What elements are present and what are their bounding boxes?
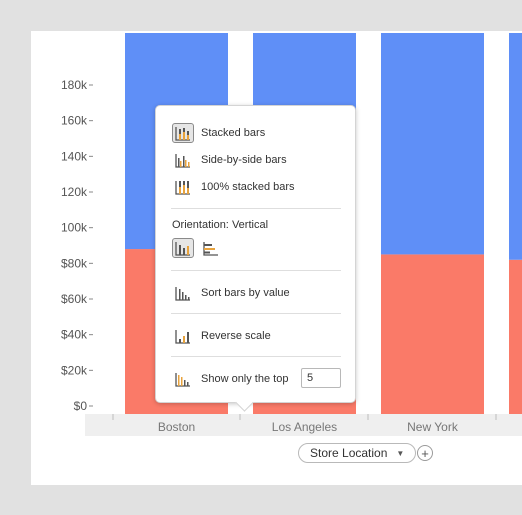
- chevron-down-icon: ▼: [396, 448, 405, 458]
- sort-bars-icon: [172, 283, 194, 303]
- x-tick-label[interactable]: New York: [407, 420, 459, 434]
- y-tick-label: 160k: [61, 114, 88, 128]
- side-by-side-bars-option[interactable]: Side-by-side bars: [172, 149, 287, 171]
- divider: [171, 356, 341, 357]
- stacked-bars-option[interactable]: Stacked bars: [172, 122, 265, 144]
- horizontal-bars-icon: [203, 241, 218, 256]
- divider: [171, 313, 341, 314]
- vertical-bars-icon: [175, 241, 190, 256]
- y-axis: $0 $20k $40k $60k $80k 100k 120k 140k 160k 180k: [61, 78, 93, 413]
- visualization-panel: $0 $20k $40k $60k $80k 100k 120k 140k 160k 180k B…: [31, 31, 522, 485]
- option-label: 100% stacked bars: [201, 181, 295, 193]
- bar-segment[interactable]: [381, 254, 484, 414]
- option-label: Show only the top: [201, 373, 289, 385]
- option-label: Side-by-side bars: [201, 154, 287, 166]
- percent-stacked-bars-option[interactable]: 100% stacked bars: [172, 176, 295, 198]
- x-axis-band[interactable]: [85, 414, 522, 436]
- option-label: Stacked bars: [201, 127, 266, 139]
- plus-icon: +: [421, 445, 429, 461]
- bar-segment[interactable]: [509, 33, 522, 260]
- axis-selector-label: Store Location: [310, 446, 388, 460]
- reverse-scale-option[interactable]: Reverse scale: [172, 325, 271, 347]
- x-tick-label[interactable]: Boston: [158, 420, 195, 434]
- y-tick-label: $60k: [61, 292, 88, 306]
- add-axis-button[interactable]: +: [417, 445, 433, 461]
- bar-chart-options-popover: Stacked bars Side-by-side bars: [155, 105, 356, 412]
- y-tick-label: $80k: [61, 256, 88, 270]
- reverse-scale-icon: [172, 326, 194, 346]
- x-axis: Boston Los Angeles New York: [112, 414, 497, 434]
- side-by-side-bars-icon: [172, 150, 194, 170]
- y-tick-label: $20k: [61, 363, 88, 377]
- y-tick-label: 100k: [61, 221, 88, 235]
- divider: [171, 270, 341, 271]
- y-tick-label: 180k: [61, 78, 88, 92]
- percent-stacked-bars-icon: [172, 177, 194, 197]
- stacked-bars-icon: [172, 123, 194, 143]
- x-tick-label[interactable]: Los Angeles: [272, 420, 337, 434]
- option-label: Reverse scale: [201, 330, 271, 342]
- sort-bars-option[interactable]: Sort bars by value: [172, 282, 290, 304]
- y-tick-label: $0: [74, 399, 88, 413]
- vertical-orientation-button[interactable]: [172, 238, 194, 258]
- y-tick-label: 120k: [61, 185, 88, 199]
- horizontal-orientation-button[interactable]: [200, 238, 222, 258]
- option-label: Sort bars by value: [201, 287, 290, 299]
- y-tick-label: 140k: [61, 149, 88, 163]
- top-count-input[interactable]: [301, 368, 341, 388]
- bar-segment[interactable]: [509, 259, 522, 414]
- orientation-label: Orientation: Vertical: [172, 219, 269, 231]
- store-location-dropdown[interactable]: Store Location ▼: [298, 443, 417, 463]
- bar-segment[interactable]: [381, 33, 484, 255]
- divider: [171, 208, 341, 209]
- y-tick-label: $40k: [61, 328, 88, 342]
- top-n-bars-icon: [172, 369, 194, 389]
- show-top-option[interactable]: Show only the top: [172, 368, 288, 390]
